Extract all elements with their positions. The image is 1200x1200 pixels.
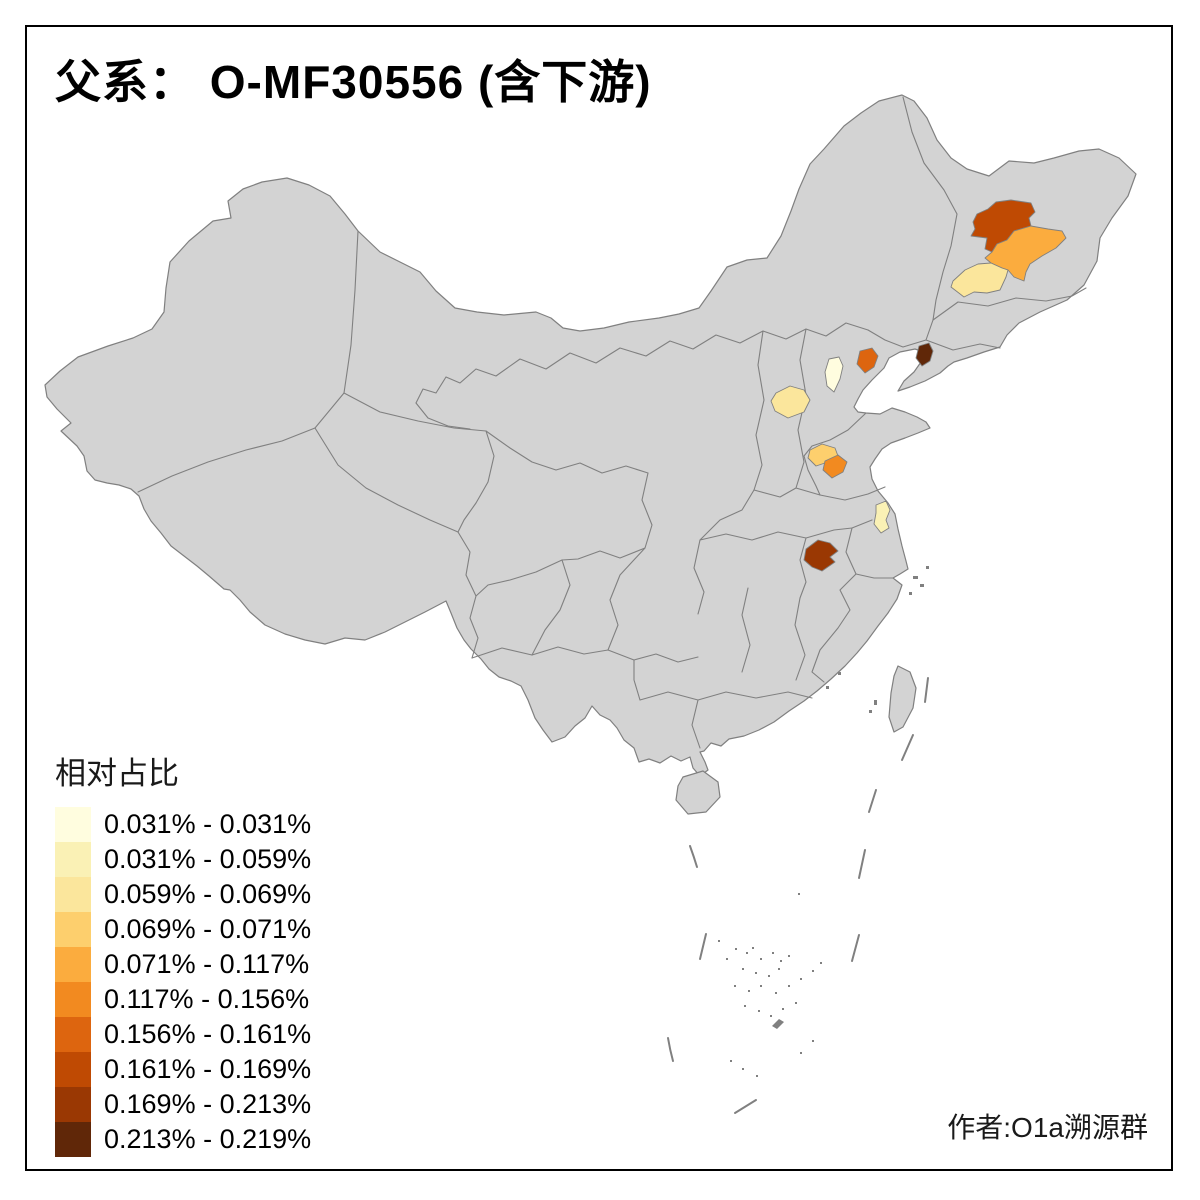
region-central-east-dark-red: [803, 539, 839, 572]
legend-label: 0.161% - 0.169%: [104, 1054, 312, 1084]
legend-label: 0.069% - 0.071%: [104, 914, 312, 944]
nine-dash-line: [667, 677, 929, 1114]
legend-row: 0.031% - 0.059%: [55, 842, 311, 877]
legend-swatch: [55, 807, 91, 842]
legend-row: 0.156% - 0.161%: [55, 1017, 311, 1052]
legend-swatch: [55, 912, 91, 947]
legend-row: 0.071% - 0.117%: [55, 947, 311, 982]
region-bohai-north-orange: [856, 347, 879, 374]
islands: [675, 566, 929, 1029]
legend-row: 0.169% - 0.213%: [55, 1087, 311, 1122]
south-sea-island: [772, 1019, 784, 1029]
legend-row: 0.059% - 0.069%: [55, 877, 311, 912]
legend-swatch: [55, 1122, 91, 1157]
sea-specks: [718, 893, 822, 1077]
legend-label: 0.059% - 0.069%: [104, 879, 312, 909]
legend-swatch: [55, 1087, 91, 1122]
legend-label: 0.071% - 0.117%: [104, 949, 310, 979]
hainan-island: [675, 770, 721, 815]
legend-swatch: [55, 877, 91, 912]
legend-row: 0.213% - 0.219%: [55, 1122, 311, 1157]
legend-swatch: [55, 842, 91, 877]
legend-row: 0.161% - 0.169%: [55, 1052, 311, 1087]
mainland-outline: [44, 94, 1137, 777]
legend-row: 0.117% - 0.156%: [55, 982, 311, 1017]
legend-label: 0.117% - 0.156%: [104, 984, 310, 1014]
legend-row: 0.031% - 0.031%: [55, 807, 311, 842]
legend-swatch: [55, 947, 91, 982]
province-boundaries: [137, 96, 1087, 749]
legend-row: 0.069% - 0.071%: [55, 912, 311, 947]
region-liaodong-dark-brown: [915, 342, 934, 367]
legend-label: 0.031% - 0.059%: [104, 844, 312, 874]
region-beijing-area-cream: [824, 356, 844, 393]
legend-rows: 0.031% - 0.031% 0.031% - 0.059% 0.059% - 0…: [55, 807, 311, 1157]
region-hebei-light-yellow: [770, 385, 811, 419]
region-jiangsu-pale-yellow: [873, 500, 891, 534]
china-choropleth-map: [44, 94, 1137, 1114]
legend-swatch: [55, 1017, 91, 1052]
legend-swatch: [55, 1052, 91, 1087]
legend-label: 0.169% - 0.213%: [104, 1089, 312, 1119]
taiwan-island: [888, 665, 917, 733]
legend-label: 0.156% - 0.161%: [104, 1019, 312, 1049]
legend-label: 0.213% - 0.219%: [104, 1124, 312, 1154]
map-title: 父系： O-MF30556 (含下游): [55, 56, 652, 108]
attribution-text: 作者:O1a溯源群: [947, 1112, 1148, 1143]
legend-swatch: [55, 982, 91, 1017]
legend-label: 0.031% - 0.031%: [104, 809, 312, 839]
region-ne-west-pale-yellow: [950, 262, 1009, 298]
legend-title: 相对占比: [55, 756, 179, 791]
region-shandong-center-orange: [822, 454, 848, 479]
legend: 相对占比 0.031% - 0.031% 0.031% - 0.059% 0.059…: [55, 748, 311, 1157]
shaded-regions: [770, 199, 1067, 572]
